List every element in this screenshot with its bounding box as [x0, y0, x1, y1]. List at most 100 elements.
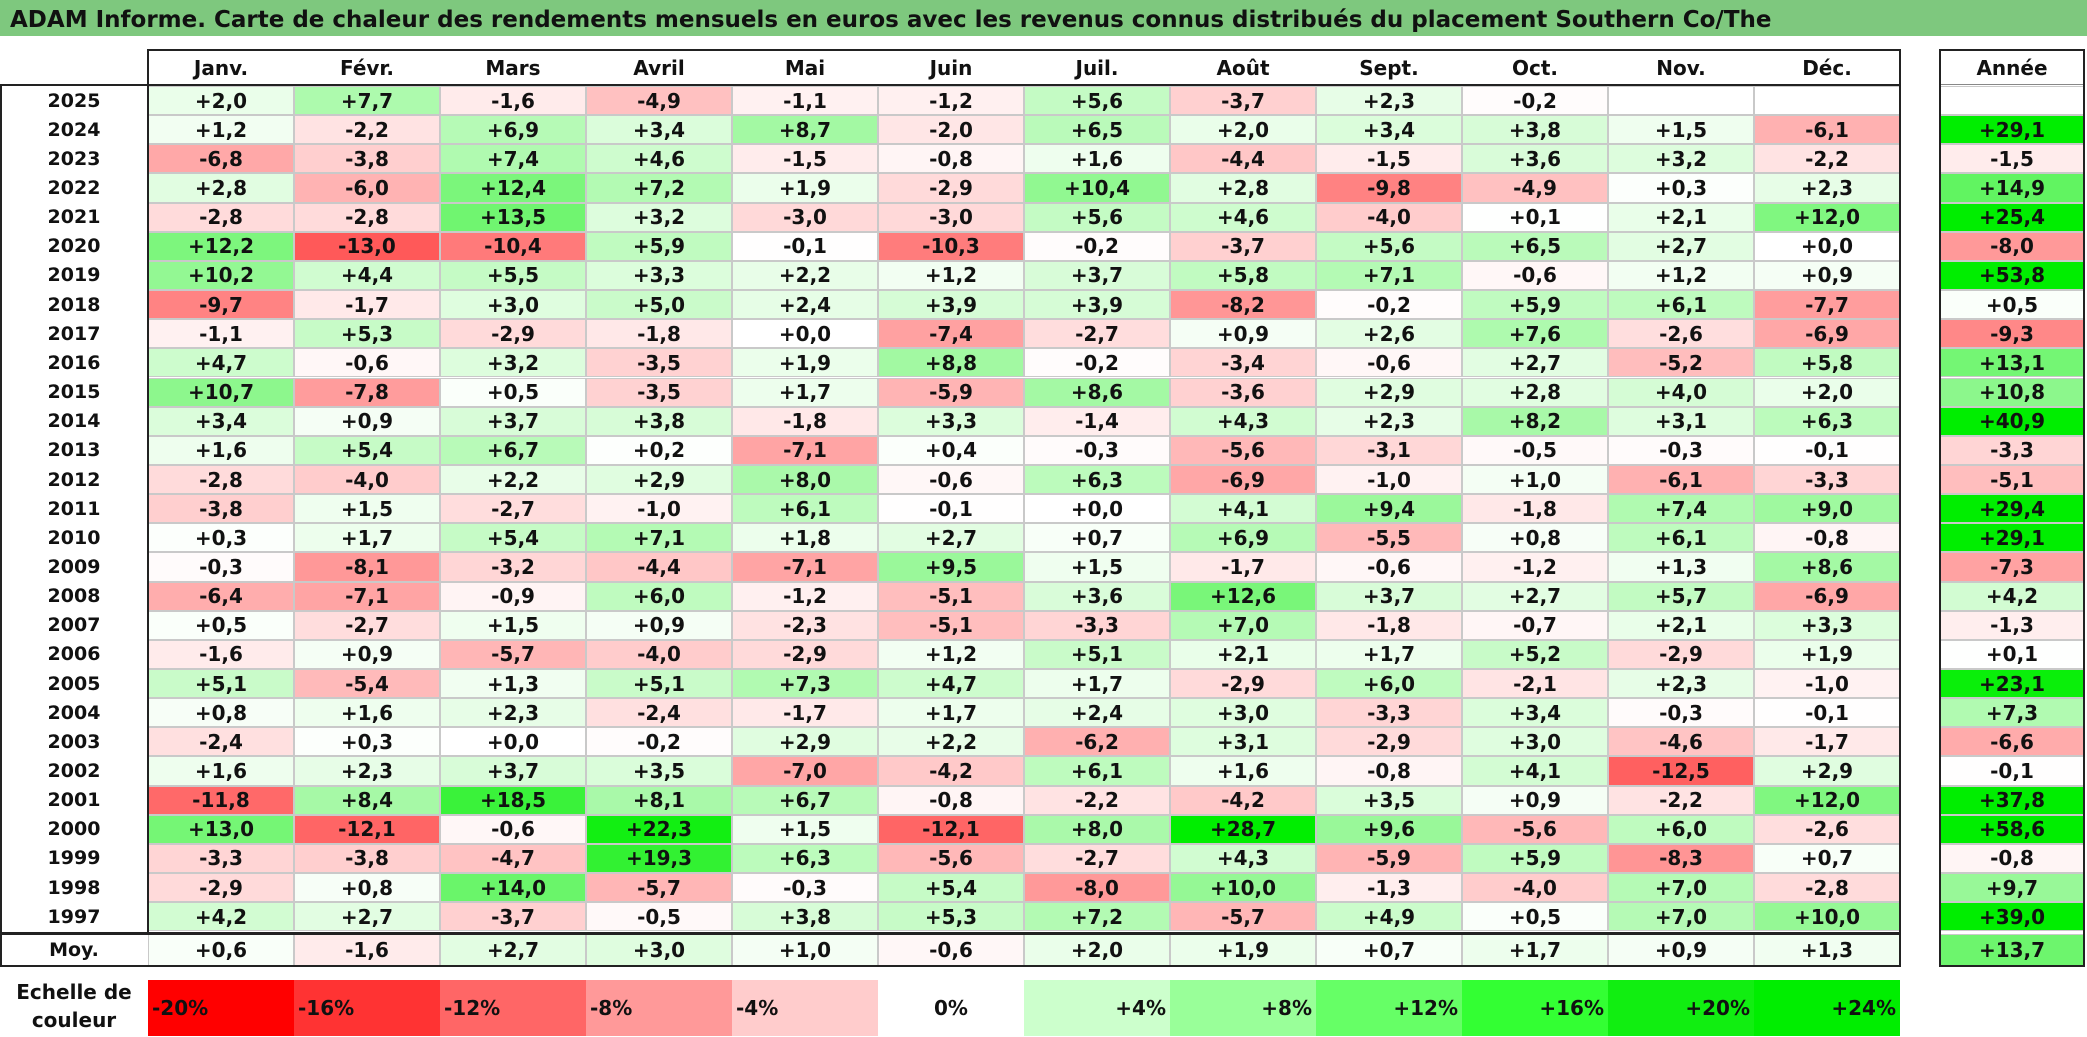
annual-cell: +10,8 [1940, 377, 2084, 407]
heatmap-cell: -1,8 [1316, 610, 1462, 640]
heatmap-cell: +7,1 [1316, 260, 1462, 291]
heatmap-cell: +4,7 [148, 348, 294, 378]
heatmap-cell: +5,9 [1462, 843, 1608, 874]
heatmap-cell: +3,3 [878, 406, 1024, 436]
heatmap-cell: +7,0 [1170, 610, 1316, 640]
heatmap-cell: -12,1 [294, 814, 440, 844]
color-scale-swatch: +20% [1608, 980, 1754, 1036]
heatmap-cell: +4,1 [1462, 756, 1608, 786]
heatmap-cell: -3,0 [878, 202, 1024, 232]
heatmap-cell: -1,7 [294, 290, 440, 320]
heatmap-cell: -3,4 [1170, 348, 1316, 378]
heatmap-cell: -1,6 [440, 86, 586, 116]
annual-cell: -5,1 [1940, 464, 2084, 495]
heatmap-cell: +10,4 [1024, 173, 1170, 203]
heatmap-cell: +5,6 [1316, 231, 1462, 261]
heatmap-cell: +0,5 [148, 610, 294, 640]
year-label: 2000 [47, 818, 101, 841]
heatmap-cell: -7,1 [294, 581, 440, 611]
heatmap-cell: +12,0 [1754, 785, 1900, 815]
heatmap-cell: +2,9 [1754, 756, 1900, 786]
heatmap-cell: +5,5 [440, 260, 586, 291]
heatmap-cell: -3,5 [586, 377, 732, 407]
heatmap-cell: -13,0 [294, 231, 440, 261]
month-header: Sept. [1316, 51, 1462, 85]
heatmap-cell: -3,7 [1170, 231, 1316, 261]
heatmap-cell: +6,0 [1316, 669, 1462, 699]
heatmap-cell: +0,5 [440, 377, 586, 407]
heatmap-cell: +3,2 [1608, 144, 1754, 174]
heatmap-cell: +7,2 [586, 173, 732, 203]
year-label: 1998 [47, 876, 101, 899]
heatmap-cell: -3,6 [1170, 377, 1316, 407]
heatmap-cell: +2,0 [1170, 115, 1316, 145]
year-label: 2006 [47, 643, 101, 666]
year-label: 2005 [47, 672, 101, 695]
heatmap-cell: -11,8 [148, 785, 294, 815]
heatmap-cell: +1,5 [1608, 115, 1754, 145]
heatmap-cell: +1,2 [878, 639, 1024, 669]
annual-cell: +25,4 [1940, 202, 2084, 232]
heatmap-cell: +2,3 [1316, 86, 1462, 116]
heatmap-cell: +3,3 [586, 260, 732, 291]
annual-cell: +40,9 [1940, 406, 2084, 436]
heatmap-cell: +6,3 [732, 843, 878, 874]
heatmap-cell: -3,8 [294, 144, 440, 174]
heatmap-cell: +2,8 [148, 173, 294, 203]
heatmap-cell: +5,0 [586, 290, 732, 320]
heatmap-cell: -2,0 [878, 115, 1024, 145]
heatmap-cell: +7,1 [586, 523, 732, 553]
heatmap-cell: -4,4 [586, 552, 732, 582]
heatmap-cell: +3,0 [440, 290, 586, 320]
annual-cell: +0,1 [1940, 639, 2084, 669]
heatmap-cell: +4,6 [1170, 202, 1316, 232]
heatmap-cell: -9,8 [1316, 173, 1462, 203]
heatmap-cell: +9,5 [878, 552, 1024, 582]
heatmap-cell: +5,7 [1608, 581, 1754, 611]
heatmap-cell: -2,7 [1024, 319, 1170, 349]
color-scale-swatch: -20% [148, 980, 294, 1036]
heatmap-cell: +3,9 [1024, 290, 1170, 320]
heatmap-cell: +3,6 [1462, 144, 1608, 174]
heatmap-cell: +3,2 [440, 348, 586, 378]
heatmap-cell: -2,6 [1754, 814, 1900, 844]
heatmap-cell: -3,7 [1170, 86, 1316, 116]
annual-cell: +0,5 [1940, 290, 2084, 320]
month-header: Juil. [1024, 51, 1170, 85]
annual-cell: +4,2 [1940, 581, 2084, 611]
heatmap-cell: -2,9 [440, 319, 586, 349]
heatmap-cell: -7,7 [1754, 290, 1900, 320]
heatmap-cell: +9,4 [1316, 494, 1462, 524]
heatmap-cell: +3,6 [1024, 581, 1170, 611]
heatmap-cell: -2,6 [1608, 319, 1754, 349]
annual-cell: +58,6 [1940, 814, 2084, 844]
heatmap-cell: +7,0 [1608, 873, 1754, 903]
heatmap-cell: -6,0 [294, 173, 440, 203]
heatmap-cell: -2,4 [148, 727, 294, 757]
heatmap-cell: -3,3 [1316, 698, 1462, 728]
heatmap-cell: -0,3 [732, 873, 878, 903]
heatmap-cell: +3,8 [586, 406, 732, 436]
heatmap-cell: +7,6 [1462, 319, 1608, 349]
heatmap-cell: -0,1 [878, 494, 1024, 524]
heatmap-cell: +6,7 [440, 435, 586, 465]
year-label: 2020 [47, 235, 101, 258]
average-cell: +2,0 [1024, 934, 1170, 966]
heatmap-cell: +0,2 [586, 435, 732, 465]
heatmap-cell: -5,6 [1462, 814, 1608, 844]
heatmap-cell: +0,0 [440, 727, 586, 757]
heatmap-cell: +3,8 [1462, 115, 1608, 145]
heatmap-cell: -0,3 [1608, 435, 1754, 465]
heatmap-cell: +6,5 [1462, 231, 1608, 261]
heatmap-cell: +3,7 [440, 756, 586, 786]
heatmap-cell: +5,2 [1462, 639, 1608, 669]
heatmap-cell: -2,9 [732, 639, 878, 669]
heatmap-cell: +3,1 [1608, 406, 1754, 436]
year-label: 2021 [47, 206, 101, 229]
heatmap-cell: +0,4 [878, 435, 1024, 465]
heatmap-cell: -7,8 [294, 377, 440, 407]
heatmap-cell: -1,0 [586, 494, 732, 524]
heatmap-cell: +8,6 [1754, 552, 1900, 582]
chart-title: ADAM Informe. Carte de chaleur des rende… [0, 0, 2087, 38]
